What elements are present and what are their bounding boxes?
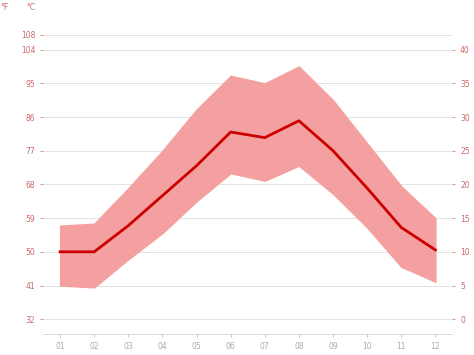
Text: °F: °F xyxy=(0,3,9,12)
Text: °C: °C xyxy=(26,3,35,12)
